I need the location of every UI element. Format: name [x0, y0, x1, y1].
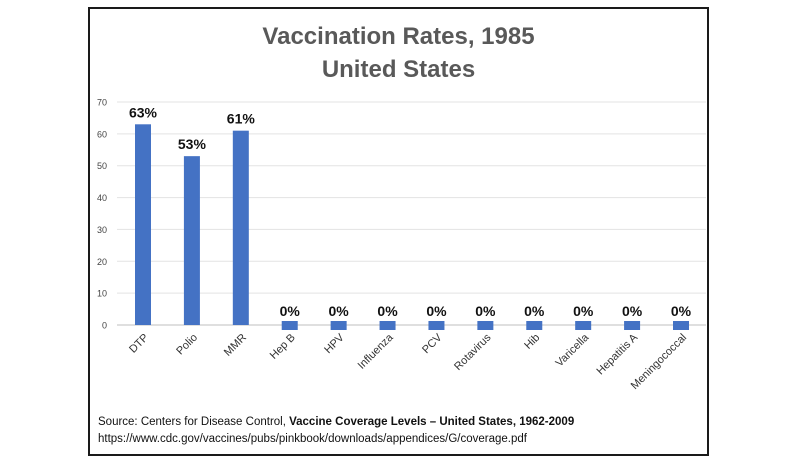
chart-title-line1: Vaccination Rates, 1985	[262, 23, 535, 50]
y-tick-label: 0	[102, 321, 107, 331]
x-tick-label: Influenza	[356, 331, 397, 372]
data-label: 0%	[377, 303, 398, 319]
data-label: 53%	[178, 136, 207, 152]
bar	[428, 321, 445, 330]
x-tick-label: Hib	[522, 332, 542, 352]
source-url[interactable]: https://www.cdc.gov/vaccines/pubs/pinkbo…	[98, 433, 527, 445]
bar	[477, 321, 494, 330]
x-tick-label: MMR	[222, 332, 249, 359]
x-tick-label: PCV	[420, 331, 445, 356]
data-label: 0%	[280, 303, 301, 319]
bar	[575, 321, 592, 330]
data-label: 61%	[227, 111, 256, 127]
y-tick-label: 50	[97, 161, 107, 171]
y-tick-label: 30	[97, 225, 107, 235]
data-label: 63%	[129, 104, 158, 120]
data-label: 0%	[329, 303, 350, 319]
bar	[624, 321, 641, 330]
data-label: 0%	[524, 303, 545, 319]
data-label: 0%	[622, 303, 643, 319]
y-tick-label: 70	[97, 98, 107, 108]
x-tick-label: DTP	[127, 332, 151, 356]
data-label: 0%	[671, 303, 692, 319]
source-title: Vaccine Coverage Levels – United States,…	[289, 416, 575, 428]
source-note: Source: Centers for Disease Control, Vac…	[98, 414, 574, 448]
x-tick-label: Varicella	[554, 331, 592, 369]
y-tick-label: 20	[97, 257, 107, 267]
x-tick-label: Rotavirus	[452, 331, 494, 373]
data-label: 0%	[573, 303, 594, 319]
bar	[232, 130, 249, 325]
data-label: 0%	[426, 303, 447, 319]
data-label: 0%	[475, 303, 496, 319]
source-prefix: Source: Centers for Disease Control,	[98, 416, 290, 428]
bar	[526, 321, 543, 330]
bar	[673, 321, 689, 330]
chart-title: Vaccination Rates, 1985 United States	[88, 20, 709, 86]
y-tick-label: 40	[97, 193, 107, 203]
bar	[330, 321, 347, 330]
bar	[183, 156, 200, 325]
y-tick-label: 60	[97, 129, 107, 139]
chart-title-line2: United States	[321, 56, 476, 83]
x-tick-label: HPV	[322, 331, 347, 356]
x-tick-label: Hepatitis A	[595, 331, 641, 377]
bar	[135, 124, 151, 325]
x-tick-label: Polio	[174, 332, 200, 358]
bar	[281, 321, 298, 330]
y-tick-label: 10	[97, 289, 107, 299]
source-citation: Source: Centers for Disease Control, Vac…	[98, 414, 574, 431]
bar	[379, 321, 396, 330]
x-tick-label: Hep B	[268, 332, 298, 362]
